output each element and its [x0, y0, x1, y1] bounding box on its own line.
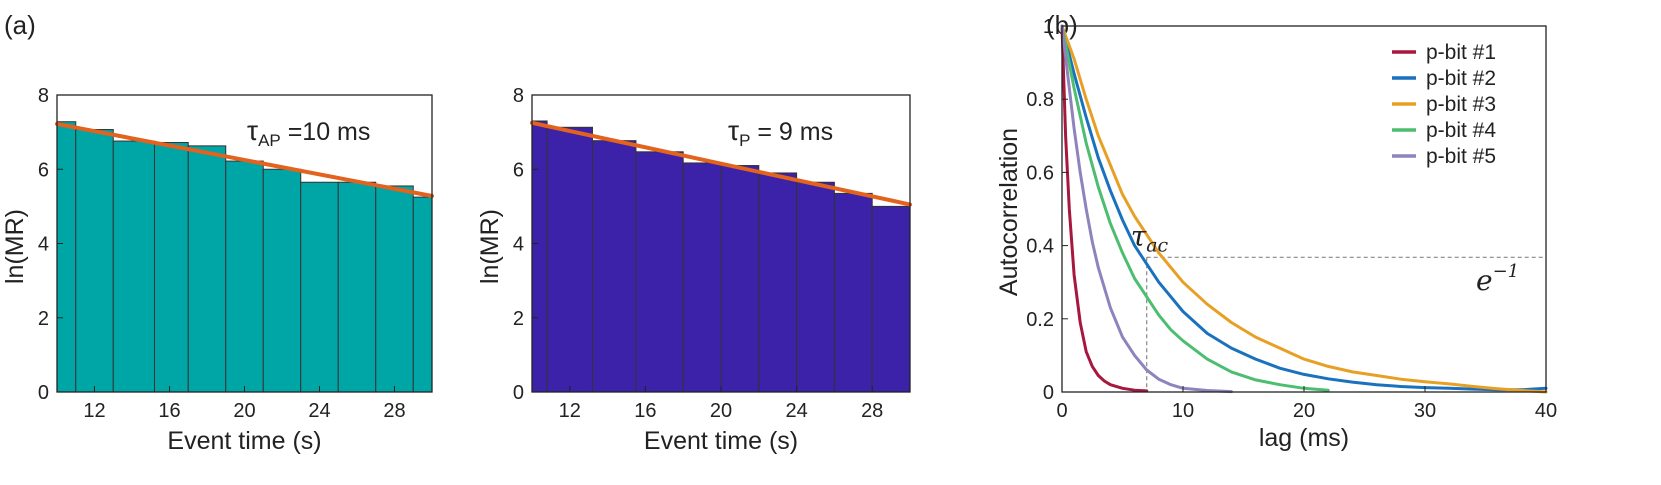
histogram-bar: [591, 140, 637, 393]
histogram-bar: [75, 129, 114, 393]
histogram-bars-p: [531, 120, 911, 393]
x-tick-label: 10: [1172, 400, 1194, 422]
y-tick-label: 0.2: [1026, 309, 1054, 331]
histogram-bar: [300, 181, 339, 393]
legend-label: p-bit #3: [1426, 93, 1496, 116]
histogram-bar: [531, 120, 548, 393]
y-tick-label: 0.4: [1026, 236, 1054, 258]
histogram-bar: [412, 196, 433, 393]
legend-label: p-bit #1: [1426, 41, 1496, 64]
tau-symbol: τ: [247, 115, 258, 146]
e-exponent: −1: [1493, 261, 1520, 282]
y-axis-label-ap: ln(MR): [1, 209, 29, 284]
autocorrelation-chart: 0 10 20 30 40 0 0.2 0.4 0.6 0.8 1 lag (ms) Autocor…: [995, 16, 1557, 452]
x-axis-label-lag: lag (ms): [1259, 424, 1349, 452]
histogram-bar: [112, 140, 155, 393]
x-tick-label: 12: [83, 400, 105, 422]
histogram-bar: [635, 151, 684, 393]
series-line-p-bit-2: [1060, 24, 1548, 392]
y-tick-label: 6: [38, 159, 49, 181]
tau-value: = 9 ms: [750, 118, 833, 146]
y-tick-label: 0.6: [1026, 162, 1054, 184]
legend-label: p-bit #4: [1426, 119, 1496, 142]
series-line-p-bit-3: [1060, 24, 1548, 394]
x-tick-label: 0: [1056, 400, 1067, 422]
histogram-bar: [682, 162, 722, 393]
histogram-bar: [262, 168, 302, 393]
histogram-bar: [796, 181, 835, 393]
legend-label: p-bit #2: [1426, 67, 1496, 90]
fit-line-p: [530, 120, 912, 207]
y-tick-label: 8: [513, 85, 524, 107]
e-inverse-annotation: e−1: [1476, 261, 1519, 297]
histogram-bar: [154, 142, 189, 393]
autocorrelation-series: [1060, 24, 1548, 394]
histogram-bar: [720, 165, 760, 393]
legend: p-bit #1 p-bit #2 p-bit #3 p-bit #4 p-bit #5: [1392, 41, 1496, 168]
series-line-p-bit-5: [1060, 24, 1233, 394]
histogram-bar: [187, 145, 227, 393]
y-tick-label: 6: [513, 159, 524, 181]
y-tick-label: 0: [38, 382, 49, 404]
x-axis-label-ap: Event time (s): [167, 427, 321, 455]
histogram-bar: [225, 160, 264, 393]
series-line-p-bit-4: [1060, 24, 1330, 392]
tau-subscript: AP: [258, 131, 281, 150]
histogram-bar: [375, 185, 414, 393]
y-tick-label: 2: [513, 308, 524, 330]
x-tick-label: 28: [861, 400, 883, 422]
x-tick-label: 24: [308, 400, 330, 422]
y-tick-label: 4: [38, 234, 49, 256]
x-axis-label-p: Event time (s): [644, 427, 798, 455]
e-base: e: [1476, 264, 1493, 297]
y-tick-label: 2: [38, 308, 49, 330]
series-line-p-bit-1: [1060, 24, 1149, 393]
y-tick-label: 0: [1043, 382, 1054, 404]
x-tick-label: 24: [785, 400, 807, 422]
panel-label-a: (a): [4, 10, 36, 40]
x-tick-label: 16: [634, 400, 656, 422]
tau-subscript: P: [739, 131, 750, 150]
y-axis-label-p: ln(MR): [476, 209, 504, 284]
tau-symbol: τ: [728, 115, 739, 146]
histogram-bar: [871, 205, 911, 393]
histogram-bars-ap: [56, 121, 433, 393]
y-tick-label: 0: [513, 382, 524, 404]
fit-line-ap: [55, 121, 434, 198]
histogram-bar: [56, 121, 77, 393]
tau-subscript: ac: [1146, 234, 1168, 256]
tau-ac-annotation: τac: [1131, 219, 1169, 256]
x-tick-label: 16: [158, 400, 180, 422]
x-tick-label: 20: [1293, 400, 1315, 422]
tau-p-annotation: τP = 9 ms: [728, 115, 833, 150]
tau-value: =10 ms: [281, 118, 371, 146]
axis-ticks-autocorrelation: 0 10 20 30 40 0 0.2 0.4 0.6 0.8 1: [1026, 16, 1557, 422]
histogram-bar: [337, 181, 377, 393]
x-tick-label: 30: [1414, 400, 1436, 422]
tau-symbol: τ: [1131, 219, 1147, 252]
x-tick-label: 40: [1535, 400, 1557, 422]
tau-ap-annotation: τAP =10 ms: [247, 115, 370, 150]
x-tick-label: 20: [233, 400, 255, 422]
x-tick-label: 28: [383, 400, 405, 422]
y-axis-label-autocorrelation: Autocorrelation: [995, 128, 1023, 296]
histogram-bar: [758, 172, 798, 393]
histogram-bar: [833, 192, 873, 393]
y-tick-label: 8: [38, 85, 49, 107]
x-tick-label: 20: [710, 400, 732, 422]
histogram-bar: [546, 126, 593, 393]
legend-label: p-bit #5: [1426, 145, 1496, 168]
y-tick-label: 0.8: [1026, 89, 1054, 111]
x-tick-label: 12: [559, 400, 581, 422]
y-tick-label: 1: [1043, 16, 1054, 38]
y-tick-label: 4: [513, 234, 524, 256]
